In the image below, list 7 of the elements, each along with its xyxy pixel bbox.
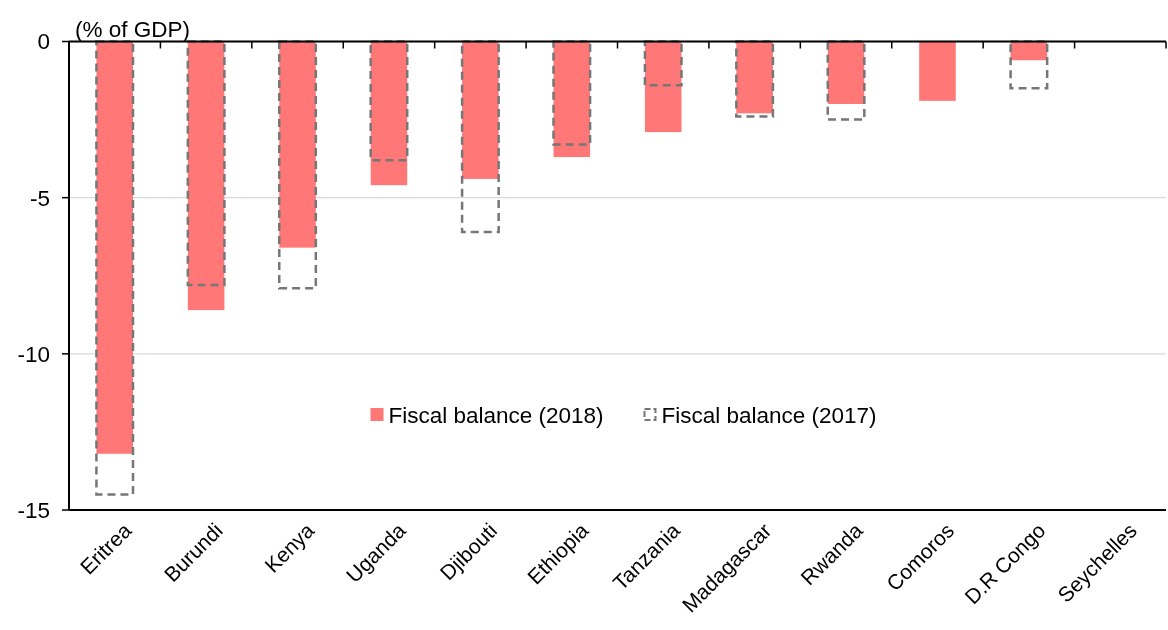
legend-label: Fiscal balance (2018) bbox=[388, 402, 604, 428]
y-tick-label: -15 bbox=[17, 497, 50, 523]
y-tick-label: 0 bbox=[37, 29, 50, 55]
y-tick-label: -10 bbox=[17, 341, 50, 367]
legend-label: Fiscal balance (2017) bbox=[661, 402, 877, 428]
y-axis-title: (% of GDP) bbox=[75, 16, 191, 42]
y-tick-label: -5 bbox=[29, 185, 50, 211]
